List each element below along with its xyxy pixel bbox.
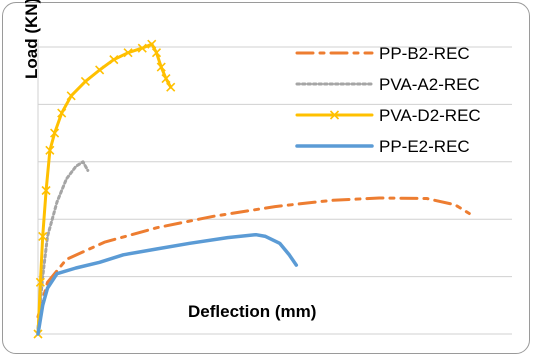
legend-entry-1: PP-B2-REC — [295, 44, 470, 63]
data-point-marker — [45, 145, 55, 155]
series-lines — [33, 39, 471, 339]
legend-entry-3: PVA-D2-REC — [295, 106, 481, 125]
data-point-marker — [156, 62, 166, 72]
data-point-marker — [50, 128, 60, 138]
y-axis-label: Load (KN) — [22, 0, 41, 79]
data-point-marker — [66, 91, 76, 101]
legend-label: PP-B2-REC — [379, 44, 470, 63]
data-point-marker — [109, 55, 119, 65]
data-point-marker — [95, 65, 105, 75]
legend-label: PP-E2-REC — [379, 137, 470, 156]
data-point-marker — [123, 48, 133, 58]
legend-entry-4: PP-E2-REC — [295, 137, 470, 156]
series-line-1 — [36, 196, 471, 319]
data-point-marker — [137, 43, 147, 53]
x-axis-label: Deflection (mm) — [188, 302, 317, 321]
data-point-marker — [161, 74, 171, 84]
data-point-marker — [147, 39, 157, 49]
legend-entry-2: PVA-A2-REC — [295, 75, 480, 94]
series-line-3 — [36, 42, 173, 336]
data-point-marker — [41, 185, 51, 196]
series-line-2 — [36, 160, 90, 330]
data-point-marker — [38, 231, 48, 241]
data-point-marker — [57, 108, 67, 118]
legend-label: PVA-D2-REC — [379, 106, 481, 125]
legend-label: PVA-A2-REC — [379, 75, 480, 94]
chart-frame — [2, 2, 530, 354]
data-point-marker — [166, 82, 176, 92]
data-point-marker — [80, 76, 90, 87]
legend-marker — [329, 110, 340, 120]
data-point-marker — [151, 48, 162, 58]
data-point-marker — [35, 277, 45, 287]
legend: PP-B2-REC PVA-A2-REC PVA-D2-REC PP-E2-REC — [295, 44, 481, 156]
series-line-4 — [36, 232, 299, 336]
